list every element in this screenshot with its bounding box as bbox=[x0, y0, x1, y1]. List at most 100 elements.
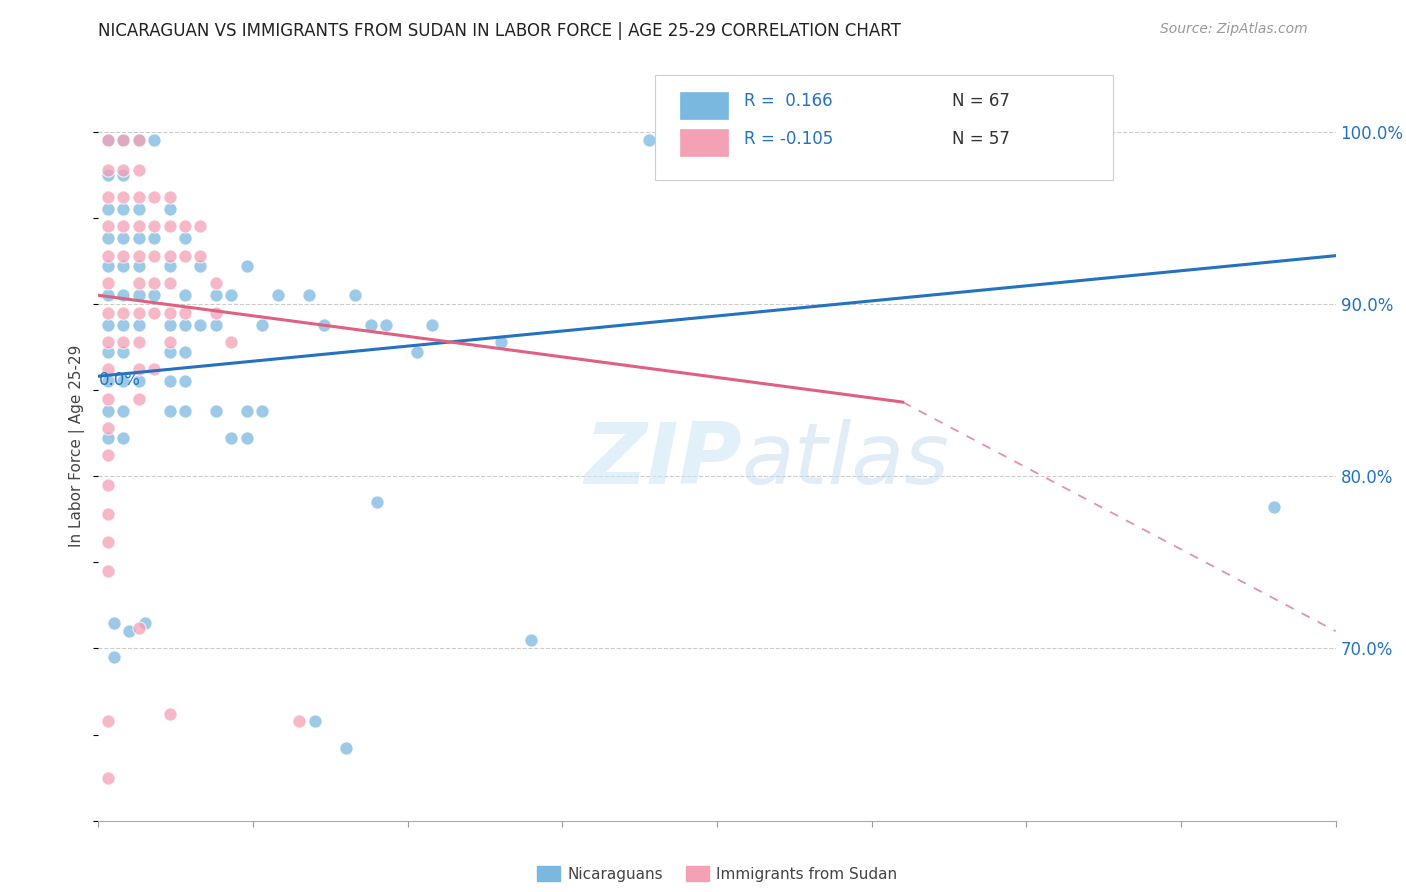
Point bbox=[128, 259, 150, 273]
Point bbox=[236, 259, 259, 273]
Point bbox=[205, 305, 228, 319]
FancyBboxPatch shape bbox=[681, 129, 728, 156]
Point bbox=[97, 133, 120, 147]
Point bbox=[97, 477, 120, 491]
Point bbox=[112, 431, 135, 445]
Point bbox=[97, 202, 120, 216]
Point bbox=[97, 392, 120, 406]
Text: ZIP: ZIP bbox=[583, 419, 742, 502]
Point bbox=[97, 403, 120, 417]
Point bbox=[103, 650, 125, 665]
Point bbox=[112, 249, 135, 263]
Point bbox=[97, 507, 120, 521]
Point bbox=[97, 277, 120, 291]
Point bbox=[159, 318, 181, 332]
Point bbox=[1263, 500, 1285, 515]
Point bbox=[159, 305, 181, 319]
Point bbox=[143, 249, 166, 263]
Point bbox=[143, 190, 166, 204]
Point bbox=[97, 219, 120, 234]
Point bbox=[190, 259, 212, 273]
Point bbox=[205, 403, 228, 417]
Point bbox=[159, 334, 181, 349]
Point bbox=[103, 615, 125, 630]
Point bbox=[406, 345, 429, 359]
Point bbox=[159, 375, 181, 389]
Point bbox=[143, 277, 166, 291]
Point bbox=[159, 249, 181, 263]
Point bbox=[112, 345, 135, 359]
Point bbox=[174, 375, 197, 389]
Point bbox=[112, 219, 135, 234]
Point bbox=[112, 305, 135, 319]
Point bbox=[304, 714, 326, 728]
Point bbox=[143, 305, 166, 319]
Point bbox=[97, 305, 120, 319]
Point bbox=[128, 362, 150, 376]
Point bbox=[159, 706, 181, 721]
Point bbox=[190, 249, 212, 263]
Point bbox=[159, 219, 181, 234]
Point bbox=[128, 621, 150, 635]
Point bbox=[143, 362, 166, 376]
Point bbox=[112, 168, 135, 182]
Point bbox=[159, 277, 181, 291]
Point bbox=[97, 714, 120, 728]
Point bbox=[174, 318, 197, 332]
Point bbox=[97, 345, 120, 359]
Point bbox=[288, 714, 311, 728]
Point bbox=[97, 375, 120, 389]
Point bbox=[143, 133, 166, 147]
Point bbox=[112, 231, 135, 245]
Point bbox=[190, 219, 212, 234]
Point bbox=[128, 318, 150, 332]
Text: atlas: atlas bbox=[742, 419, 950, 502]
Point bbox=[128, 305, 150, 319]
Point bbox=[97, 190, 120, 204]
Text: R =  0.166: R = 0.166 bbox=[744, 93, 832, 111]
Point bbox=[97, 534, 120, 549]
Text: N = 67: N = 67 bbox=[952, 93, 1010, 111]
Point bbox=[298, 288, 321, 302]
Point bbox=[128, 133, 150, 147]
Point bbox=[112, 133, 135, 147]
Point bbox=[159, 190, 181, 204]
Point bbox=[159, 202, 181, 216]
Point bbox=[159, 345, 181, 359]
FancyBboxPatch shape bbox=[681, 92, 728, 119]
Point bbox=[520, 632, 543, 647]
Point bbox=[252, 318, 274, 332]
Point bbox=[143, 288, 166, 302]
Point bbox=[128, 202, 150, 216]
Point bbox=[134, 615, 156, 630]
Point bbox=[205, 277, 228, 291]
Text: Source: ZipAtlas.com: Source: ZipAtlas.com bbox=[1160, 22, 1308, 37]
Point bbox=[97, 771, 120, 785]
Point bbox=[97, 564, 120, 578]
Text: NICARAGUAN VS IMMIGRANTS FROM SUDAN IN LABOR FORCE | AGE 25-29 CORRELATION CHART: NICARAGUAN VS IMMIGRANTS FROM SUDAN IN L… bbox=[98, 22, 901, 40]
Point bbox=[97, 318, 120, 332]
Point bbox=[205, 288, 228, 302]
Point bbox=[97, 431, 120, 445]
Point bbox=[97, 421, 120, 435]
Point bbox=[422, 318, 444, 332]
Point bbox=[97, 249, 120, 263]
Point bbox=[314, 318, 336, 332]
Point bbox=[97, 362, 120, 376]
Point bbox=[221, 334, 243, 349]
Point bbox=[112, 318, 135, 332]
Point bbox=[143, 231, 166, 245]
Point bbox=[128, 231, 150, 245]
Point bbox=[128, 334, 150, 349]
FancyBboxPatch shape bbox=[655, 75, 1114, 180]
Point bbox=[174, 231, 197, 245]
Point bbox=[118, 624, 141, 639]
Y-axis label: In Labor Force | Age 25-29: In Labor Force | Age 25-29 bbox=[69, 345, 86, 547]
Text: R = -0.105: R = -0.105 bbox=[744, 130, 834, 148]
Point bbox=[236, 403, 259, 417]
Point bbox=[128, 133, 150, 147]
Point bbox=[174, 249, 197, 263]
Point bbox=[174, 305, 197, 319]
Point bbox=[344, 288, 367, 302]
Point bbox=[128, 277, 150, 291]
